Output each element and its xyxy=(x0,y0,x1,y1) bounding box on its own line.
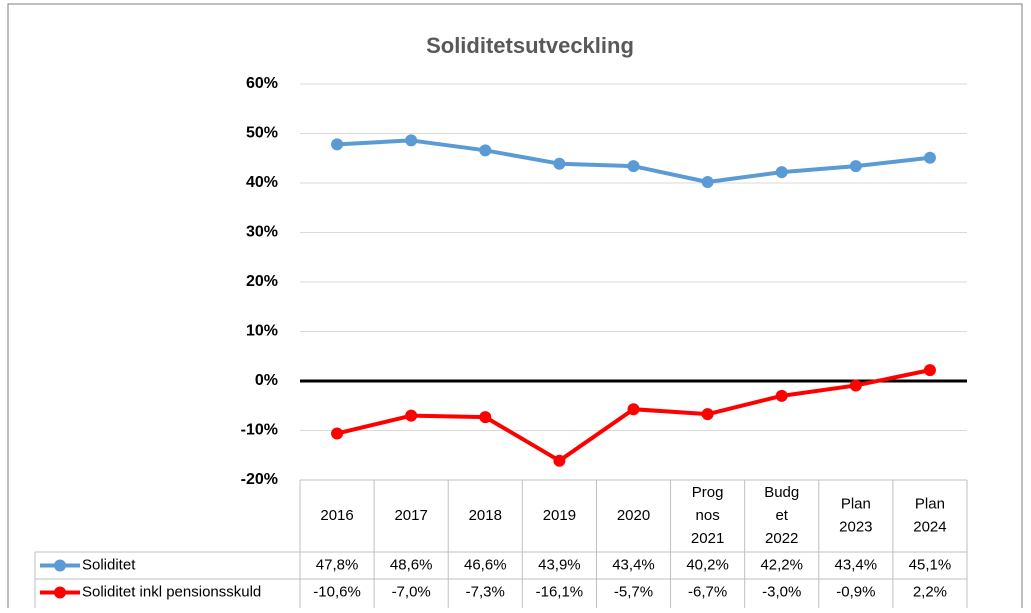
point xyxy=(849,160,862,173)
data-label: 46,6% xyxy=(464,556,507,573)
data-label: -10,6% xyxy=(313,583,361,600)
point xyxy=(553,454,566,467)
point xyxy=(923,151,936,164)
data-label: 2,2% xyxy=(913,583,947,600)
point xyxy=(479,144,492,157)
x-tick-label: 2020 xyxy=(617,507,650,524)
data-label: -5,7% xyxy=(614,583,653,600)
point xyxy=(775,389,788,402)
data-label: 40,2% xyxy=(686,556,729,573)
x-tick-label: Prog nos 2021 xyxy=(691,484,724,547)
point xyxy=(331,138,344,151)
point xyxy=(405,409,418,422)
y-tick-label: 20% xyxy=(246,273,278,290)
point xyxy=(479,411,492,424)
chart-frame xyxy=(7,3,1023,613)
legend-marker xyxy=(54,559,66,572)
y-tick-label: 30% xyxy=(246,224,278,241)
data-label: -3,0% xyxy=(762,583,801,600)
data-label: -7,3% xyxy=(466,583,505,600)
chart-title: Soliditetsutveckling xyxy=(426,33,634,58)
point xyxy=(923,364,936,377)
y-tick-label: 10% xyxy=(246,323,278,340)
data-label: 43,4% xyxy=(612,556,655,573)
legend-marker xyxy=(54,586,66,599)
data-label: -6,7% xyxy=(688,583,727,600)
point xyxy=(627,403,640,416)
x-tick-label: Budg et 2022 xyxy=(764,484,799,547)
data-label: 45,1% xyxy=(909,556,952,573)
data-label: -0,9% xyxy=(836,583,875,600)
point xyxy=(701,176,714,189)
legend-label: Soliditet xyxy=(82,556,136,573)
point xyxy=(553,157,566,170)
data-label: -7,0% xyxy=(392,583,431,600)
point xyxy=(331,427,344,440)
point xyxy=(701,408,714,421)
data-label: -16,1% xyxy=(536,583,584,600)
data-label: 47,8% xyxy=(316,556,359,573)
data-label: 48,6% xyxy=(390,556,433,573)
point xyxy=(849,379,862,392)
y-tick-label: 0% xyxy=(255,372,278,389)
y-tick-label: -10% xyxy=(241,422,278,439)
x-tick-label: Plan 2024 xyxy=(913,495,946,535)
data-label: 42,2% xyxy=(760,556,803,573)
x-tick-label: 2016 xyxy=(320,507,353,524)
x-tick-label: 2019 xyxy=(543,507,576,524)
data-label: 43,4% xyxy=(835,556,878,573)
y-tick-label: 50% xyxy=(246,125,278,142)
data-label: 43,9% xyxy=(538,556,581,573)
point xyxy=(775,166,788,179)
x-tick-label: 2018 xyxy=(469,507,502,524)
x-tick-label: 2017 xyxy=(394,507,427,524)
legend-label: Soliditet inkl pensionsskuld xyxy=(82,583,261,600)
y-tick-label: 60% xyxy=(246,75,278,92)
y-tick-label: 40% xyxy=(246,174,278,191)
x-tick-label: Plan 2023 xyxy=(839,495,872,535)
point xyxy=(405,134,418,147)
y-tick-label: -20% xyxy=(241,471,278,488)
point xyxy=(627,160,640,173)
